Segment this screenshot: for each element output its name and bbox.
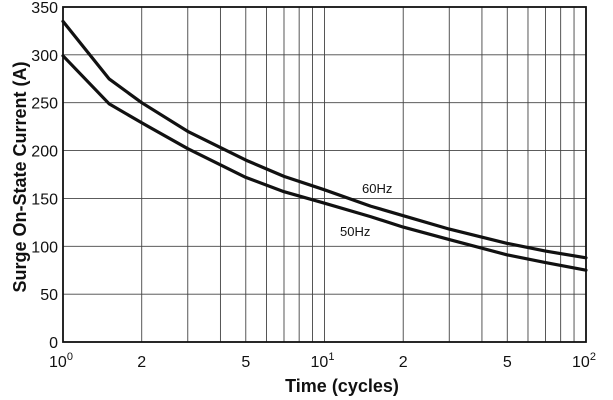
plot-frame: [62, 6, 587, 343]
y-axis-label: Surge On-State Current (A): [10, 61, 30, 292]
y-tick-label: 300: [31, 48, 58, 65]
x-tick-label: 5: [503, 354, 512, 371]
y-tick-label: 250: [31, 96, 58, 113]
x-tick-label: 2: [399, 354, 408, 371]
x-tick-label: 100: [49, 351, 73, 371]
y-tick-labels: 0 50 100 150 200 250 300 350: [31, 0, 58, 352]
x-tick-label: 102: [572, 351, 596, 371]
x-axis-label: Time (cycles): [285, 376, 399, 396]
y-tick-label: 150: [31, 191, 58, 208]
x-tick-label: 101: [311, 351, 335, 371]
series-line-60hz: [61, 19, 588, 260]
series-line-50hz: [61, 54, 588, 272]
y-tick-label: 350: [31, 0, 58, 17]
x-tick-labels: 100 2 5 101 2 5 102: [49, 351, 596, 371]
y-tick-label: 0: [49, 335, 58, 352]
grid: [63, 7, 586, 342]
x-tick-label: 5: [241, 354, 250, 371]
y-tick-label: 200: [31, 144, 58, 161]
y-tick-label: 100: [31, 239, 58, 256]
curves: [61, 19, 588, 272]
series-label-60hz: 60Hz: [362, 181, 392, 196]
x-tick-label: 2: [137, 354, 146, 371]
y-tick-label: 50: [40, 287, 58, 304]
series-label-50hz: 50Hz: [340, 224, 370, 239]
